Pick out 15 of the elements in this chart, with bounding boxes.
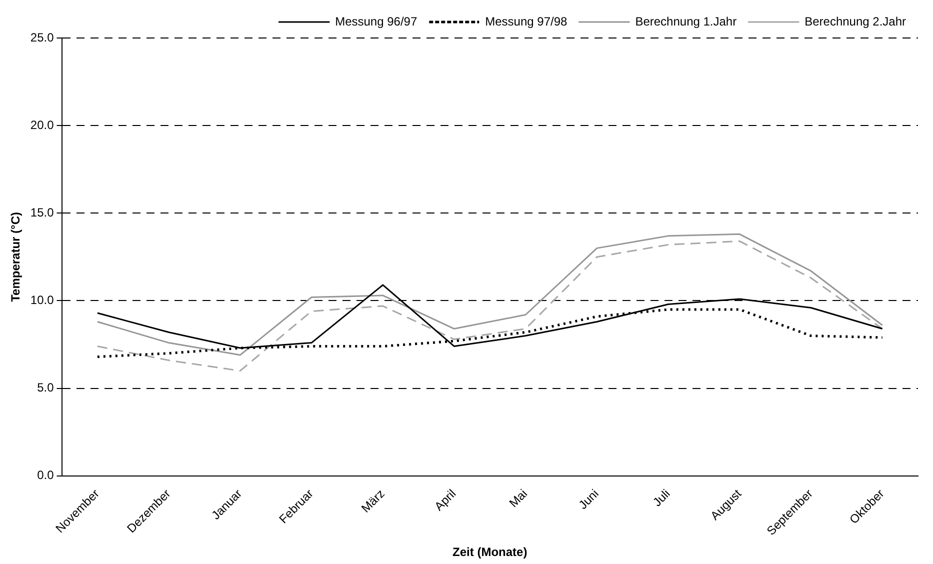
y-axis-title: Temperatur (°C)	[8, 212, 23, 302]
y-tick-label: 5.0	[37, 380, 54, 395]
y-tick-label: 0.0	[37, 468, 54, 482]
x-axis-title: Zeit (Monate)	[452, 545, 528, 560]
y-tick-label: 25.0	[30, 30, 54, 44]
x-tick-label: Mai	[506, 486, 530, 510]
x-tick-label: Juli	[650, 486, 673, 510]
y-tick-label: 10.0	[30, 293, 54, 308]
y-tick-label: 15.0	[30, 205, 54, 220]
legend-label: Messung 97/98	[485, 14, 568, 28]
legend-label: Berechnung 1.Jahr	[635, 14, 737, 28]
legend-label: Messung 96/97	[335, 14, 418, 28]
y-tick-label: 20.0	[30, 118, 54, 132]
line-series	[96, 240, 884, 372]
legend-label: Berechnung 2.Jahr	[804, 14, 906, 28]
